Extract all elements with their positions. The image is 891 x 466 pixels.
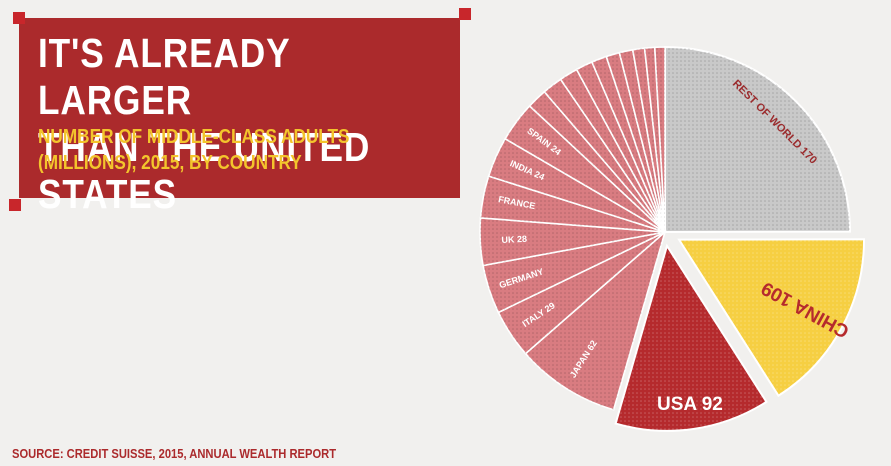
pie-label-uk: UK 28 (501, 234, 527, 245)
corner-mark-bottom-left (9, 199, 21, 211)
title-box (19, 18, 460, 198)
source-note: SOURCE: CREDIT SUISSE, 2015, ANNUAL WEAL… (12, 446, 337, 461)
pie-slice-rest-of-world (664, 45, 852, 234)
pie-label-usa: USA 92 (657, 394, 723, 415)
page-title: IT'S ALREADY LARGER THAN THE UNITED STAT… (38, 30, 371, 217)
page-subtitle: NUMBER OF MIDDLE-CLASS ADULTS (MILLIONS)… (38, 126, 350, 174)
corner-mark-top-right (459, 8, 471, 20)
corner-mark-top-left (13, 12, 25, 24)
pie-slices (479, 45, 866, 432)
